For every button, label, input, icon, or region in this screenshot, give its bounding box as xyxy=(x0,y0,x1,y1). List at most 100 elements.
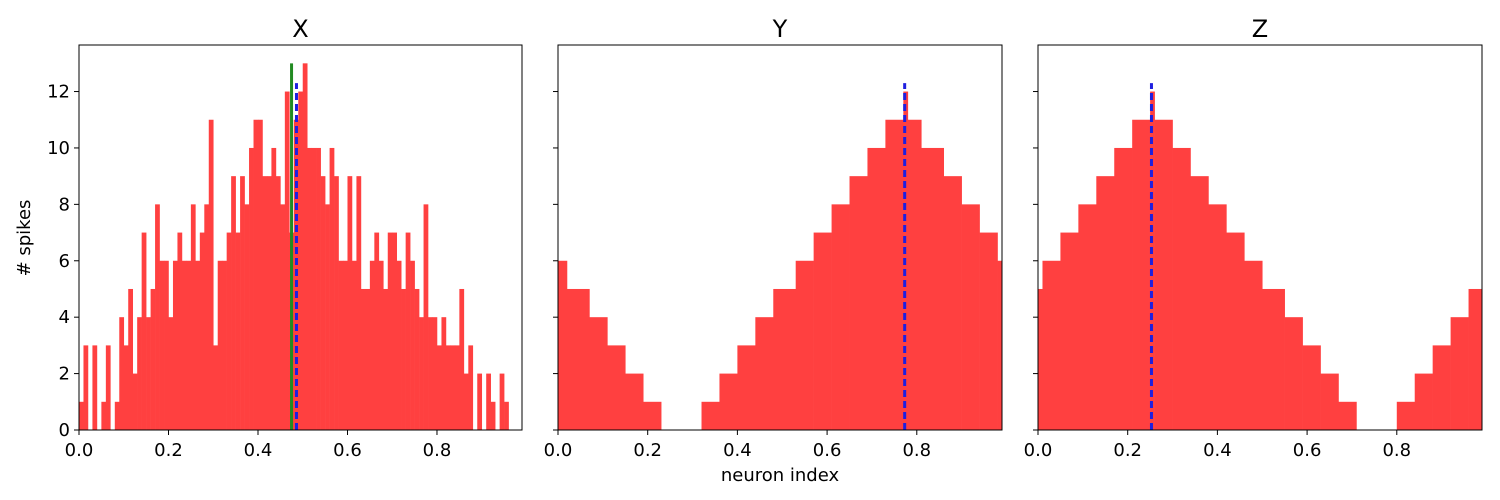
histogram-bar xyxy=(177,232,183,430)
histogram-bar xyxy=(356,176,362,430)
x-tick-label: 0.4 xyxy=(723,440,752,461)
histogram-bar xyxy=(1450,317,1469,430)
histogram-bar xyxy=(298,91,304,431)
histogram-bar xyxy=(280,204,286,430)
histogram-bar xyxy=(195,260,201,430)
histogram-bar xyxy=(607,345,626,430)
histogram-bar xyxy=(1396,401,1416,430)
panel-x: 0.0 0.2 0.4 0.6 0.8 0 2 4 6 8 10 12 X xyxy=(47,15,523,461)
histogram-bar xyxy=(813,232,832,430)
histogram-bar xyxy=(885,119,904,430)
histogram-bar xyxy=(338,260,344,430)
histogram-bar xyxy=(155,204,160,430)
histogram-bar xyxy=(1302,345,1321,430)
histogram-bar xyxy=(316,147,321,430)
histogram-bar xyxy=(351,260,357,430)
histogram-bar xyxy=(907,119,922,430)
histogram-bar xyxy=(589,317,608,430)
histogram-bar xyxy=(997,260,1003,430)
histogram-bar xyxy=(1042,260,1061,430)
histogram-bar xyxy=(445,345,451,430)
histogram-bar xyxy=(360,288,366,430)
histogram-bar xyxy=(1414,373,1433,430)
y-tick-label: 0 xyxy=(59,420,70,441)
histogram-bar xyxy=(405,232,411,430)
histogram-bar xyxy=(441,317,447,430)
histogram-bar xyxy=(1190,176,1209,430)
histogram-bar xyxy=(168,317,174,430)
histogram-bar xyxy=(1432,345,1451,430)
panels: 0.0 0.2 0.4 0.6 0.8 0 2 4 6 8 10 12 X 0.0 0.2 0.4 0.6 0.8… xyxy=(47,15,1483,461)
histogram-bar xyxy=(1096,176,1115,430)
y-tick-label: 8 xyxy=(59,194,70,215)
histogram-bar xyxy=(401,288,406,430)
histogram-bar xyxy=(244,204,250,430)
histogram-bar xyxy=(105,345,111,430)
histogram-bar xyxy=(921,147,944,430)
x-tick-label: 0.2 xyxy=(154,440,183,461)
histogram-bar xyxy=(477,373,483,430)
histogram-bar xyxy=(719,373,738,430)
histogram-bar xyxy=(1078,204,1097,430)
histogram-bar xyxy=(253,119,259,430)
histogram-bar xyxy=(190,204,196,430)
histogram-bar xyxy=(365,288,371,430)
histogram-bar xyxy=(979,232,998,430)
histogram-bar xyxy=(311,147,317,430)
x-tick-label: 0.6 xyxy=(1293,440,1322,461)
histogram-bar xyxy=(266,176,272,430)
histogram-bar xyxy=(137,317,142,430)
histogram-bar xyxy=(396,260,402,430)
histogram-bar xyxy=(867,147,886,430)
histogram-bar xyxy=(186,260,192,430)
histogram-bar xyxy=(114,401,120,430)
histogram-bar xyxy=(123,345,129,430)
histogram-bar xyxy=(249,147,254,430)
histogram-bar xyxy=(101,401,107,430)
histogram-bar xyxy=(490,401,496,430)
x-axis-label: neuron index xyxy=(721,465,840,486)
histogram-bar xyxy=(737,345,756,430)
histogram-bar xyxy=(499,373,505,430)
histogram-bar xyxy=(566,288,590,430)
histogram-bar xyxy=(329,147,335,430)
histogram-bar xyxy=(504,401,509,430)
histogram-bar xyxy=(217,260,223,430)
histogram-bar xyxy=(795,260,814,430)
histogram-bar xyxy=(454,345,460,430)
histogram-bar xyxy=(320,176,326,430)
x-tick-label: 0.6 xyxy=(813,440,842,461)
histogram-bar xyxy=(262,176,268,430)
histogram-bar xyxy=(213,345,219,430)
histogram-bar xyxy=(275,176,281,430)
histogram-bar xyxy=(374,232,380,430)
y-tick-label: 10 xyxy=(47,138,70,159)
histogram-bar xyxy=(1060,232,1079,430)
histogram-bar xyxy=(325,204,330,430)
panel-y: 0.0 0.2 0.4 0.6 0.8 Y xyxy=(544,15,1003,461)
x-tick-label: 0.2 xyxy=(633,440,662,461)
x-tick-label: 0.4 xyxy=(1203,440,1232,461)
histogram-bar xyxy=(383,288,389,430)
panel-title: Y xyxy=(772,15,788,43)
histogram-bar xyxy=(558,260,568,430)
histogram-bar xyxy=(1320,373,1339,430)
histogram-bar xyxy=(1226,232,1245,430)
histogram-bar xyxy=(132,373,138,430)
histogram-bar xyxy=(226,232,232,430)
histogram-bar xyxy=(343,260,348,430)
x-tick-label: 0.2 xyxy=(1113,440,1142,461)
panel-title: X xyxy=(292,15,308,43)
histogram-bar xyxy=(701,401,720,430)
histogram-bar xyxy=(1468,288,1483,430)
panel-title: Z xyxy=(1252,15,1268,43)
histogram-bar xyxy=(150,288,156,430)
histogram-bar xyxy=(83,345,89,430)
histogram-bar xyxy=(432,317,438,430)
histogram-bar xyxy=(92,345,98,430)
histogram-bar xyxy=(204,204,210,430)
histogram-bar xyxy=(410,260,415,430)
panel-z: 0.0 0.2 0.4 0.6 0.8 Z xyxy=(1024,15,1483,461)
histogram-bar xyxy=(307,147,312,430)
histogram-bar xyxy=(347,176,353,430)
